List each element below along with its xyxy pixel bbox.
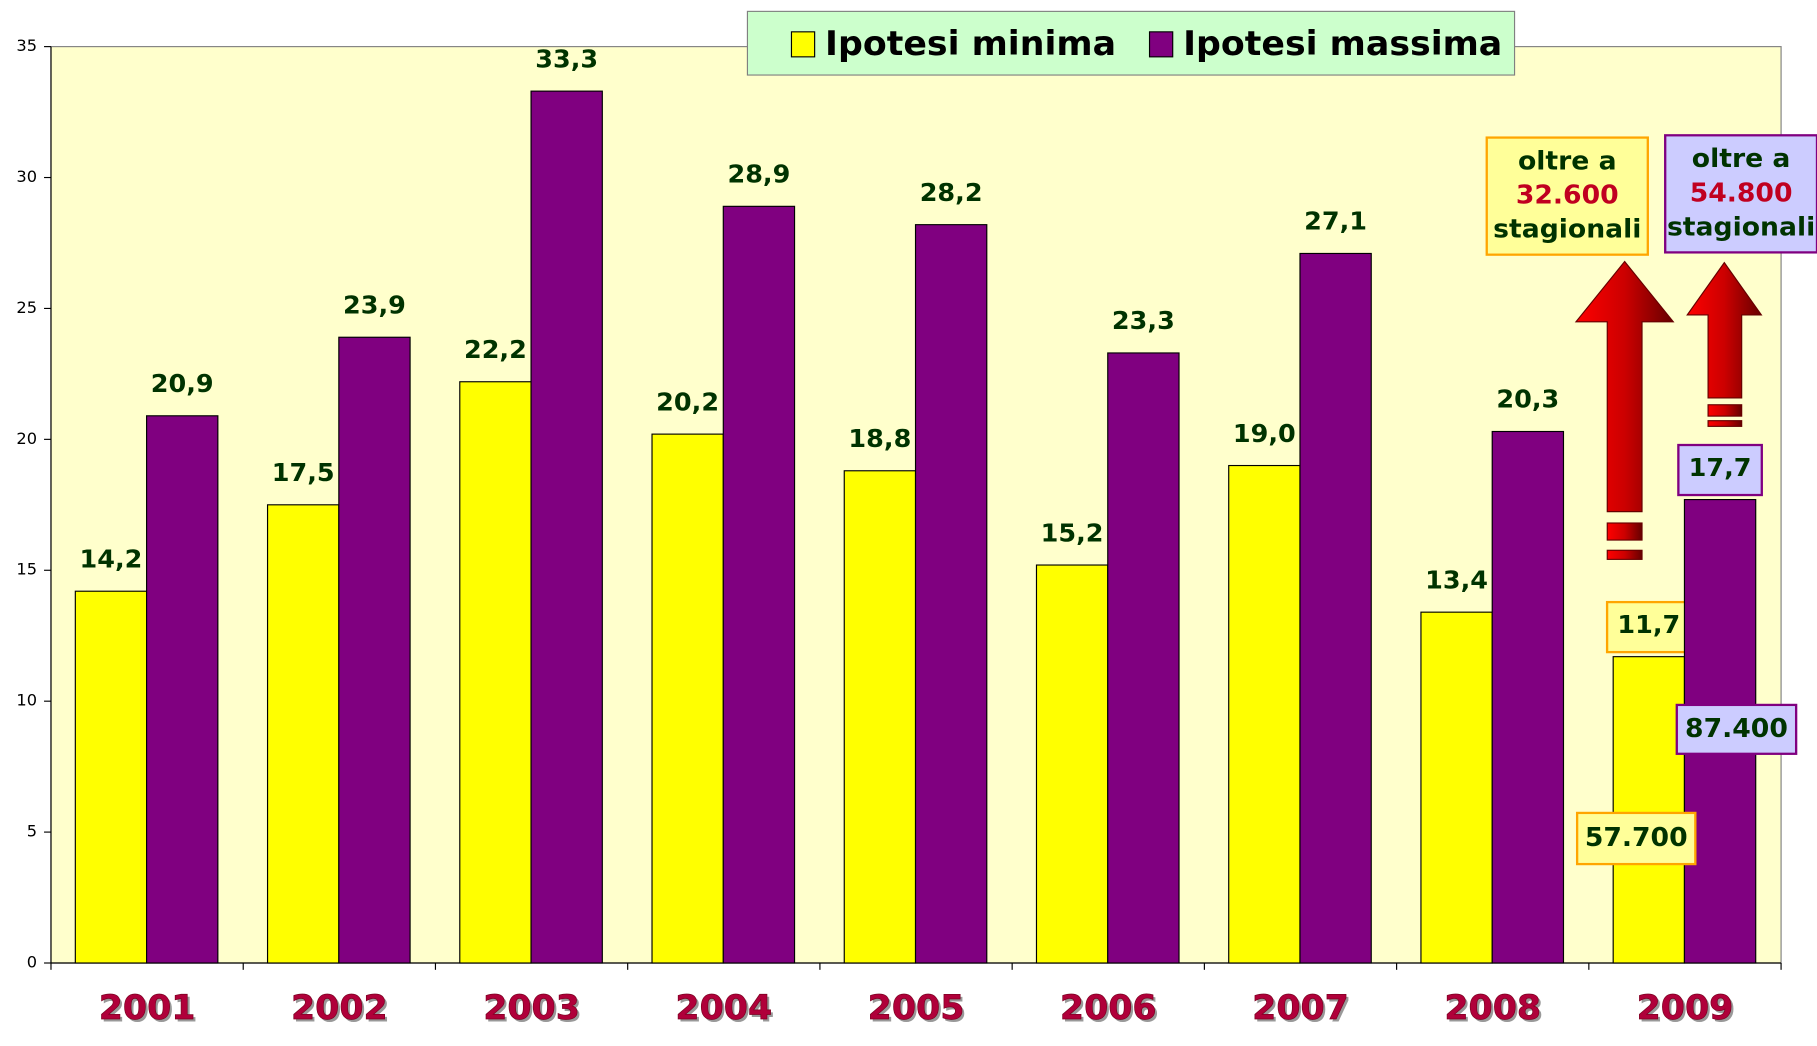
x-tick-label: 2004 <box>678 991 775 1031</box>
value-label: 20,9 <box>151 369 214 398</box>
y-tick-label: 15 <box>16 560 37 579</box>
annotation-box <box>1575 811 1697 866</box>
annotation: oltre a <box>1518 146 1617 177</box>
bar <box>146 415 219 964</box>
annotation-box <box>1675 703 1798 755</box>
value-label: 20,2 <box>656 388 719 417</box>
x-tick-label: 2001 <box>99 988 196 1028</box>
bar <box>1612 656 1686 964</box>
y-tick-label: 35 <box>16 36 37 55</box>
value-label-box <box>1605 600 1692 654</box>
bar <box>530 90 603 964</box>
x-tick-label: 2003 <box>486 991 583 1031</box>
x-tick-label: 2007 <box>1254 991 1351 1031</box>
annotation: 87.400 <box>1685 713 1788 744</box>
bar <box>74 590 148 964</box>
x-tick-label: 2001 <box>101 991 198 1031</box>
value-label: 11,7 <box>1617 610 1680 639</box>
value-label: 33,3 <box>535 45 598 74</box>
value-label: 13,4 <box>1425 566 1488 595</box>
legend-label: Ipotesi minima <box>825 24 1116 64</box>
value-label: 17,5 <box>272 458 335 487</box>
y-tick-label: 5 <box>27 822 37 841</box>
y-tick-label: 0 <box>27 953 37 972</box>
bar <box>843 470 917 964</box>
bar <box>1228 464 1301 964</box>
annotation-box <box>1485 136 1649 256</box>
arrow <box>1686 261 1763 427</box>
y-tick-label: 10 <box>16 691 37 710</box>
x-tick-label: 2008 <box>1447 991 1544 1031</box>
bar <box>1491 430 1565 964</box>
bar <box>722 205 796 964</box>
x-tick-label: 2005 <box>870 991 967 1031</box>
bar <box>1035 564 1109 964</box>
x-tick-label: 2002 <box>291 988 388 1028</box>
legend-swatch <box>1148 31 1174 58</box>
annotation: 54.800 <box>1690 178 1793 209</box>
y-tick-label: 20 <box>16 429 37 448</box>
annotation: oltre a <box>1692 143 1791 174</box>
annotation: 57.700 <box>1585 822 1688 853</box>
legend <box>746 10 1516 76</box>
bar <box>338 336 411 964</box>
value-label: 23,9 <box>343 291 406 320</box>
legend-label: Ipotesi massima <box>1183 24 1502 64</box>
value-label: 18,8 <box>848 424 911 453</box>
value-label: 22,2 <box>464 335 527 364</box>
bar <box>459 381 532 964</box>
value-label: 28,2 <box>920 178 983 207</box>
value-label: 14,2 <box>80 545 143 574</box>
annotation: stagionali <box>1493 214 1641 245</box>
x-tick-label: 2003 <box>483 988 580 1028</box>
x-tick-label: 2002 <box>293 991 390 1031</box>
x-tick-label: 2006 <box>1062 991 1159 1031</box>
y-tick-label: 30 <box>16 167 37 186</box>
x-tick-label: 2004 <box>675 988 772 1028</box>
value-label: 28,9 <box>727 160 790 189</box>
x-tick-label: 2005 <box>868 988 965 1028</box>
annotation: stagionali <box>1667 212 1815 243</box>
value-label: 15,2 <box>1041 518 1104 547</box>
y-tick-label: 25 <box>16 298 37 317</box>
value-label: 17,7 <box>1689 453 1752 482</box>
value-label: 20,3 <box>1496 385 1559 414</box>
bar <box>266 504 340 964</box>
x-tick-label: 2006 <box>1060 988 1157 1028</box>
legend-swatch <box>790 31 816 58</box>
value-label: 27,1 <box>1304 207 1367 236</box>
bar <box>914 224 988 964</box>
x-tick-label: 2007 <box>1252 988 1349 1028</box>
value-label-box <box>1677 443 1763 497</box>
arrow <box>1574 260 1675 560</box>
x-tick-label: 2009 <box>1639 991 1736 1031</box>
x-tick-label: 2008 <box>1444 988 1541 1028</box>
value-label: 23,3 <box>1112 306 1175 335</box>
bar <box>651 433 724 964</box>
value-label: 19,0 <box>1233 419 1296 448</box>
bar <box>1420 611 1493 964</box>
bar <box>1107 352 1180 964</box>
annotation: 32.600 <box>1516 180 1619 211</box>
x-tick-label: 2009 <box>1637 988 1734 1028</box>
bar <box>1299 252 1372 964</box>
annotation-box <box>1664 134 1817 254</box>
